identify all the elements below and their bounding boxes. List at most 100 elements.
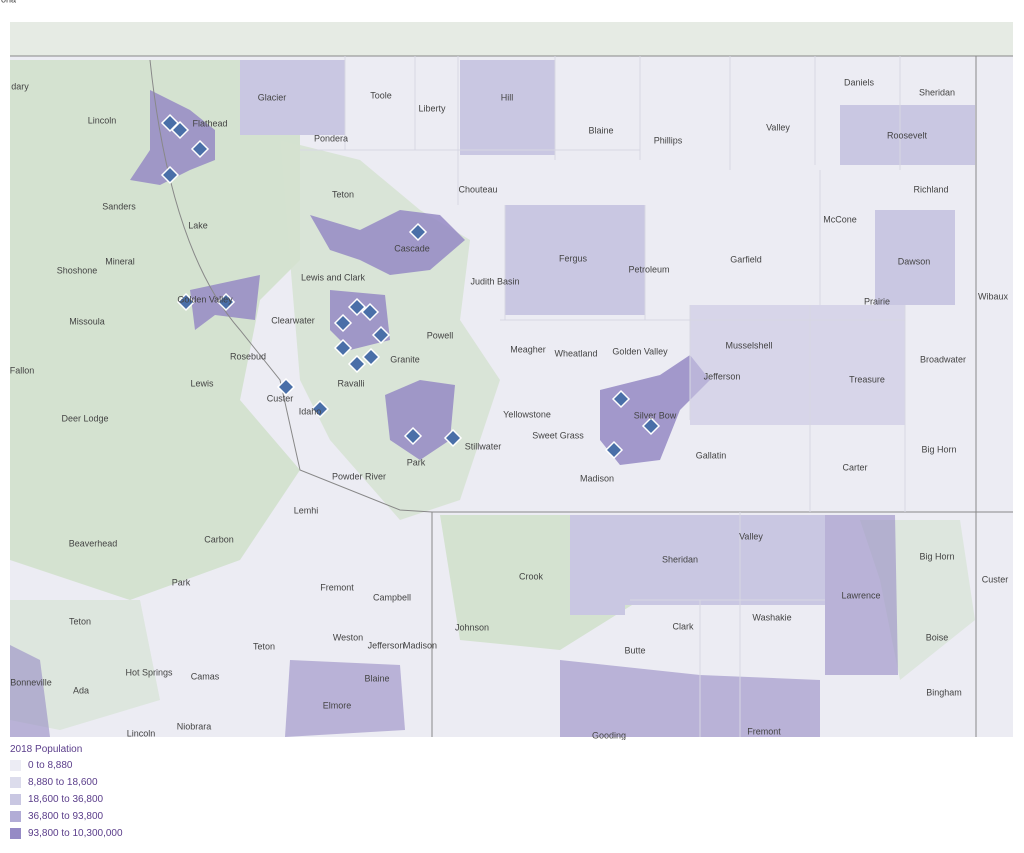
county-label: Fallon bbox=[10, 365, 35, 375]
city-marker bbox=[190, 139, 210, 159]
city-marker bbox=[333, 313, 353, 333]
county-label: Lemhi bbox=[294, 505, 319, 515]
county-label: Lewis and Clark bbox=[301, 272, 366, 282]
state-borders bbox=[10, 55, 1013, 737]
county-label: Yellowstone bbox=[503, 409, 551, 419]
county-labels: dary Lincoln Flathead Glacier Toole Liberty Hi… bbox=[0, 0, 1009, 740]
county-label: Cascade bbox=[394, 243, 430, 253]
county-label: Ada bbox=[73, 685, 89, 695]
county-label: Gallatin bbox=[696, 450, 727, 460]
county-label: Big Horn bbox=[921, 444, 956, 454]
county-label: Campbell bbox=[373, 592, 411, 602]
legend-item: 93,800 to 10,300,000 bbox=[10, 825, 123, 842]
county-label: Jefferson bbox=[368, 640, 405, 650]
county-label: Teton bbox=[69, 616, 91, 626]
county-label: Clark bbox=[672, 621, 694, 631]
legend-item: 36,800 to 93,800 bbox=[10, 808, 123, 825]
county-label: Jefferson bbox=[704, 371, 741, 381]
county-label: Liberty bbox=[418, 103, 446, 113]
county-label: Silver Bow bbox=[634, 410, 677, 420]
county-label: Lawrence bbox=[841, 590, 880, 600]
county-label: Toole bbox=[370, 90, 392, 100]
county-label: Sheridan bbox=[662, 554, 698, 564]
legend-swatch bbox=[10, 828, 21, 839]
county-label: Golden Valley bbox=[177, 294, 233, 304]
county-label: Carter bbox=[842, 462, 867, 472]
county-label: Madison bbox=[403, 640, 437, 650]
county-label: Lincoln bbox=[127, 728, 156, 738]
legend-item: 0 to 8,880 bbox=[10, 757, 123, 774]
county-label: Custer bbox=[982, 574, 1009, 584]
county-label: Powder River bbox=[332, 471, 386, 481]
county-label: Phillips bbox=[654, 135, 683, 145]
county-label: Missoula bbox=[69, 316, 105, 326]
county-label: Idaho bbox=[299, 406, 322, 416]
mid-counties bbox=[240, 60, 975, 615]
county-label: Dawson bbox=[898, 256, 931, 266]
county-label: Park bbox=[172, 577, 191, 587]
legend-label: 36,800 to 93,800 bbox=[28, 811, 104, 822]
county-label: Daniels bbox=[844, 77, 875, 87]
city-marker bbox=[176, 292, 196, 312]
city-marker bbox=[347, 354, 367, 374]
county-label: Powell bbox=[427, 330, 454, 340]
county-label: Fremont bbox=[747, 726, 781, 736]
legend-label: 8,880 to 18,600 bbox=[28, 777, 98, 788]
county-label: Butte bbox=[624, 645, 645, 655]
county-label: Blaine bbox=[364, 673, 389, 683]
county-label: Golden Valley bbox=[612, 346, 668, 356]
legend-swatch bbox=[10, 760, 21, 771]
county-label: Madison bbox=[580, 473, 614, 483]
city-marker bbox=[611, 389, 631, 409]
legend: 2018 Population 0 to 8,880 8,880 to 18,60… bbox=[10, 744, 123, 842]
county-label: Rosebud bbox=[230, 351, 266, 361]
county-label: Elmore bbox=[323, 700, 352, 710]
county-label: Custer bbox=[267, 393, 294, 403]
county-label: Lincoln bbox=[88, 115, 117, 125]
county-label: Lake bbox=[188, 220, 208, 230]
city-marker bbox=[371, 325, 391, 345]
city-marker bbox=[361, 347, 381, 367]
county-label: Camas bbox=[191, 671, 220, 681]
county-label: Johnson bbox=[455, 622, 489, 632]
county-label: Weston bbox=[333, 632, 363, 642]
county-label: Pondera bbox=[314, 133, 348, 143]
county-label: Carbon bbox=[204, 534, 234, 544]
county-label: Washakie bbox=[752, 612, 791, 622]
county-label: McCone bbox=[823, 214, 857, 224]
city-marker bbox=[216, 292, 236, 312]
county-label: Judith Basin bbox=[470, 276, 519, 286]
county-label: Valley bbox=[766, 122, 790, 132]
county-label: Wibaux bbox=[978, 291, 1009, 301]
city-marker bbox=[408, 222, 428, 242]
county-label: Roosevelt bbox=[887, 130, 928, 140]
county-label: Crook bbox=[519, 571, 544, 581]
legend-label: 18,600 to 36,800 bbox=[28, 794, 104, 805]
city-marker bbox=[347, 297, 367, 317]
county-label: Sanders bbox=[102, 201, 136, 211]
county-label: Beaverhead bbox=[69, 538, 118, 548]
legend-items: 0 to 8,880 8,880 to 18,600 18,600 to 36,80… bbox=[10, 757, 123, 842]
city-marker bbox=[170, 120, 190, 140]
city-marker bbox=[641, 416, 661, 436]
city-marker bbox=[604, 440, 624, 460]
county-label: Flathead bbox=[192, 118, 227, 128]
city-marker bbox=[360, 302, 380, 322]
county-label: Fremont bbox=[320, 582, 354, 592]
city-marker bbox=[160, 165, 180, 185]
county-label: Natrona bbox=[0, 0, 16, 4]
county-label: Musselshell bbox=[725, 340, 772, 350]
county-label: Broadwater bbox=[920, 354, 966, 364]
county-label: Chouteau bbox=[458, 184, 497, 194]
county-label: Prairie bbox=[864, 296, 890, 306]
county-label: Bonneville bbox=[10, 677, 52, 687]
legend-item: 18,600 to 36,800 bbox=[10, 791, 123, 808]
county-label: Bingham bbox=[926, 687, 962, 697]
legend-swatch bbox=[10, 794, 21, 805]
county-lines bbox=[300, 56, 906, 737]
legend-title: 2018 Population bbox=[10, 744, 83, 755]
county-label: Lewis bbox=[190, 378, 214, 388]
county-label: Richland bbox=[913, 184, 948, 194]
city-marker bbox=[310, 399, 330, 419]
